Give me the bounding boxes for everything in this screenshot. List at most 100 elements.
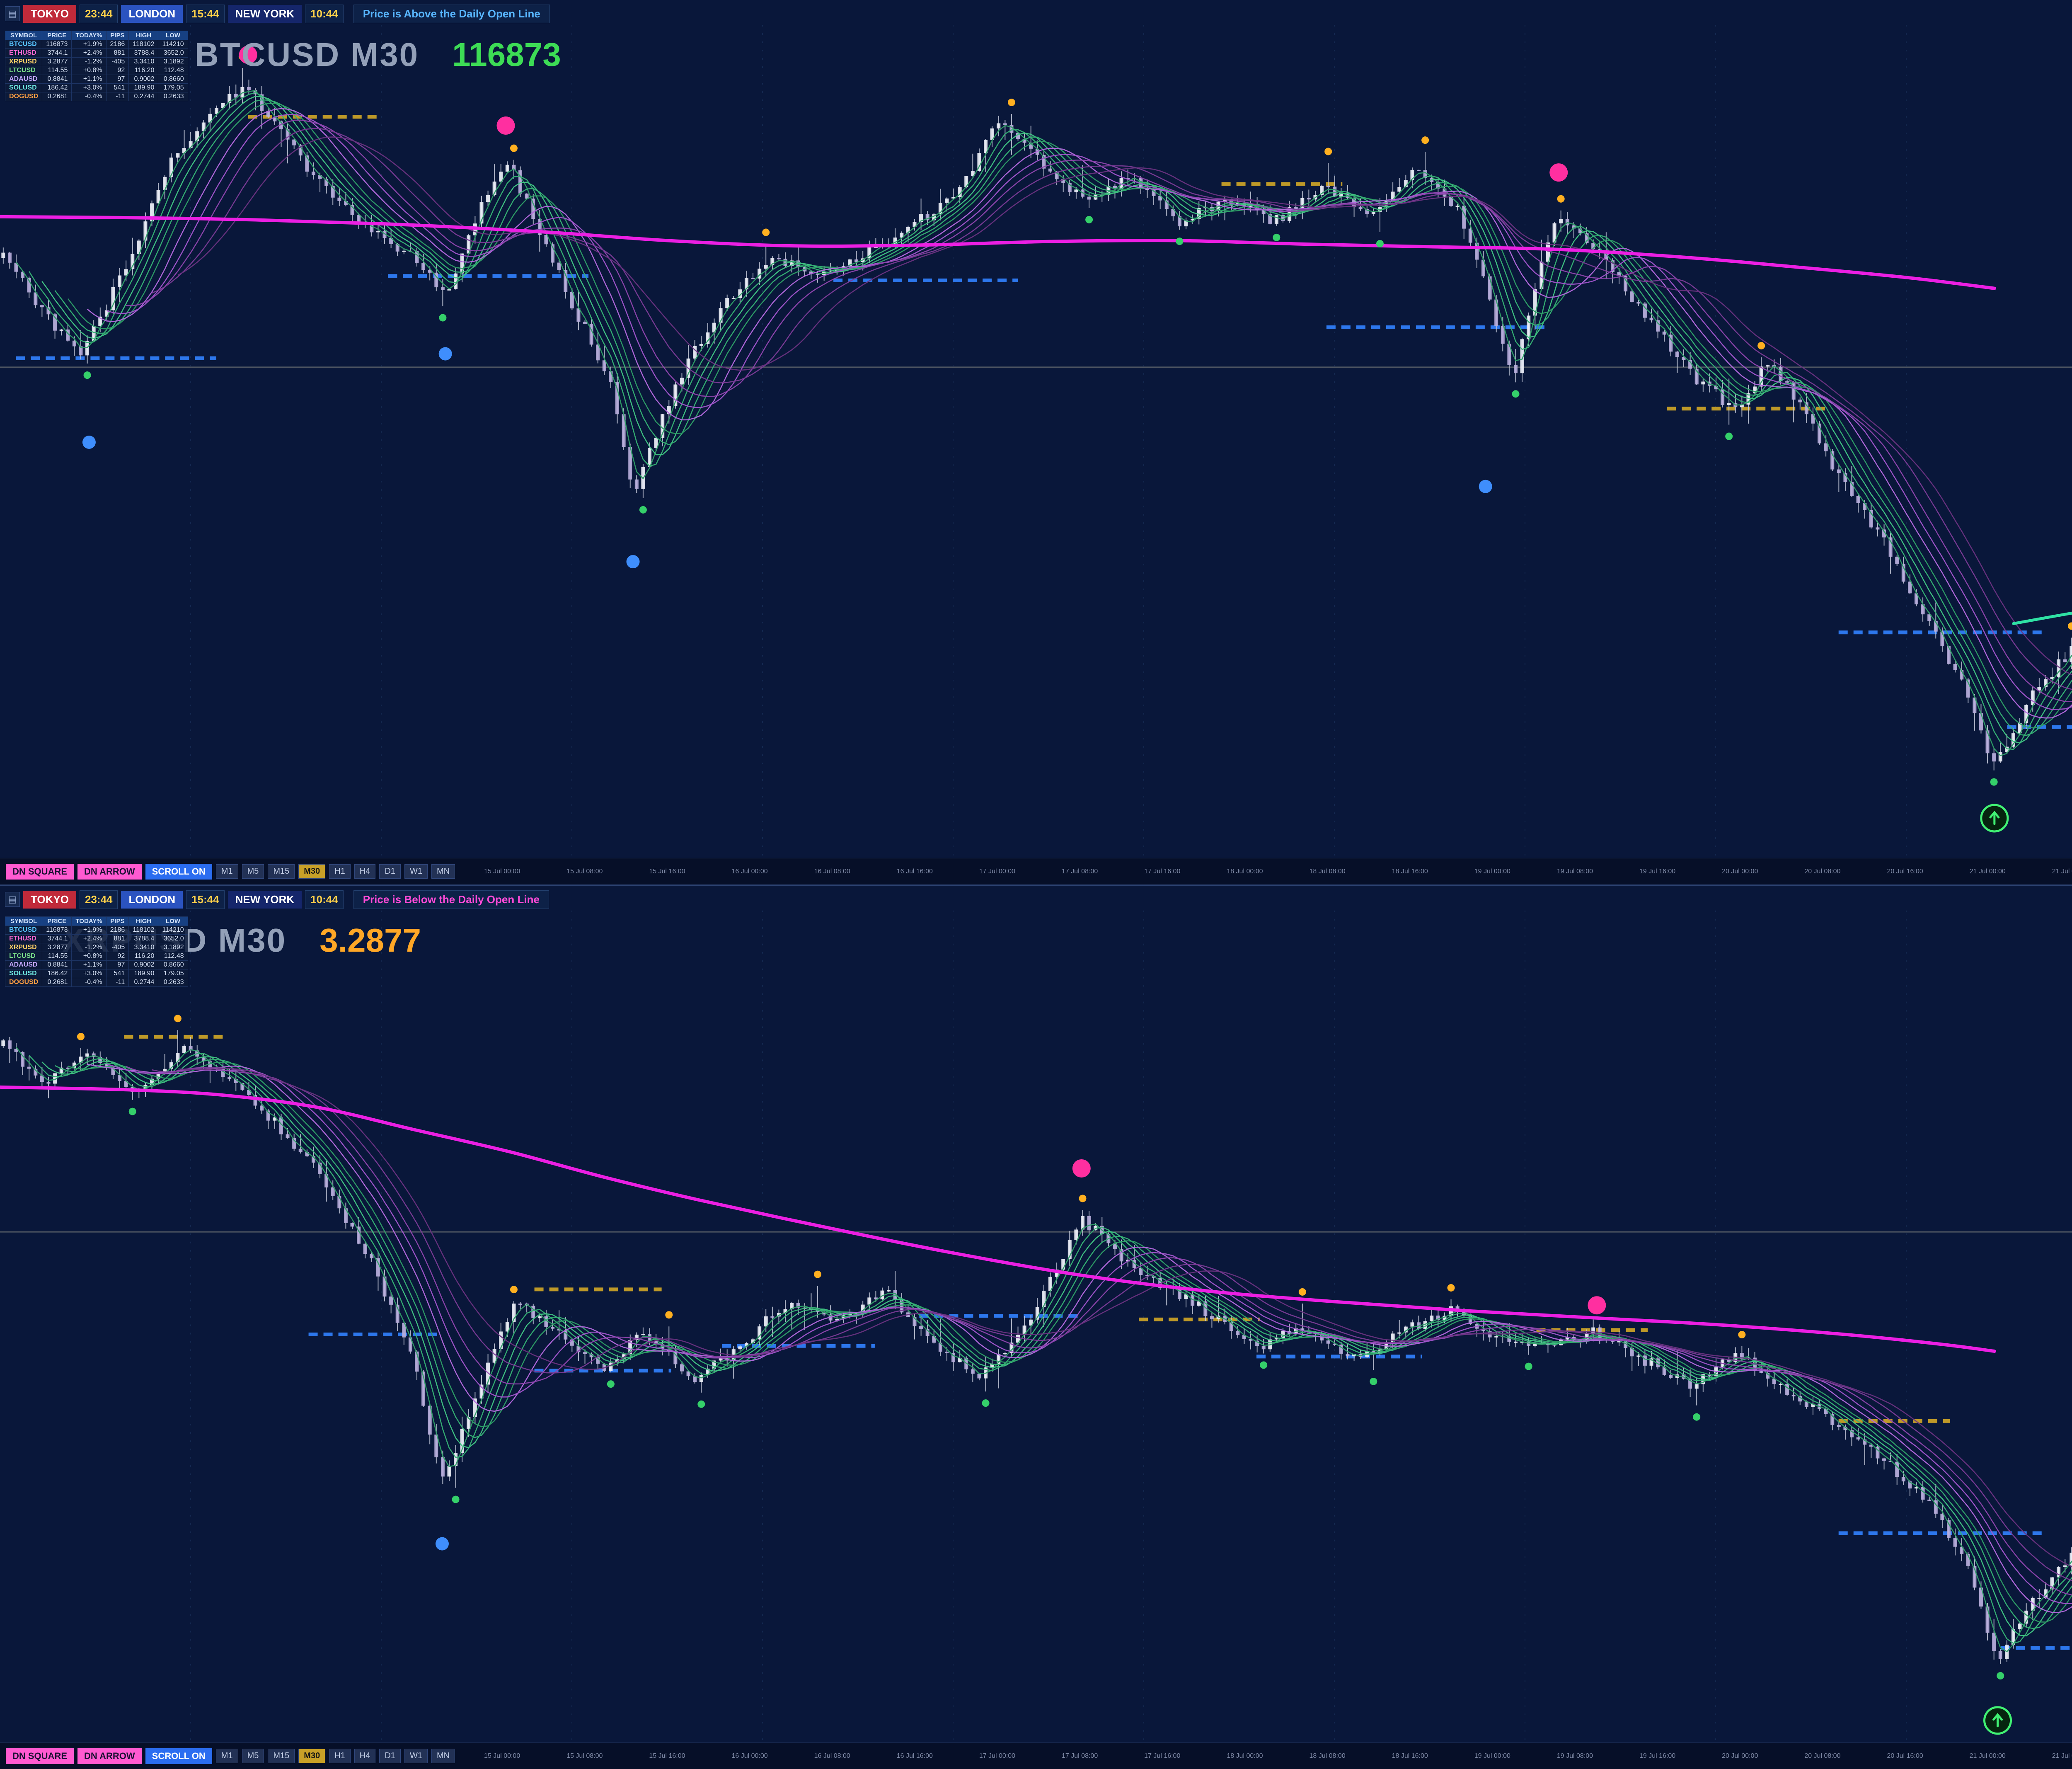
- time-axis-label: 21 Jul 08:00: [2052, 1752, 2072, 1759]
- watch-cell: 116873: [42, 926, 72, 935]
- watch-row: LTCUSD 114.55 +0.8% 92 116.20 112.48: [5, 66, 188, 75]
- time-axis-label: 15 Jul 00:00: [484, 868, 520, 875]
- watch-cell: 3.1892: [158, 943, 188, 952]
- timeframe-m1-button[interactable]: M1: [215, 1749, 238, 1763]
- watch-cell: 3744.1: [42, 48, 72, 58]
- timeframe-h4-button[interactable]: H4: [354, 1749, 376, 1763]
- timeframe-m15-button[interactable]: M15: [268, 1749, 295, 1763]
- watch-cell: 118102: [128, 40, 159, 49]
- price-chart[interactable]: 100%76.4%61.8%50.0%38.2%23.6%0.0%-23.6%-…: [0, 886, 2072, 1769]
- session-time: 23:44: [79, 890, 118, 909]
- timeframe-m30-button[interactable]: M30: [298, 864, 326, 879]
- time-axis-label: 20 Jul 00:00: [1722, 868, 1758, 875]
- watch-cell: 92: [106, 952, 129, 961]
- dn-arrow-button[interactable]: DN ARROW: [77, 863, 142, 880]
- watch-cell: 97: [106, 960, 129, 969]
- watch-row: XRPUSD 3.2877 -1.2% -405 3.3410 3.1892: [5, 943, 188, 952]
- watch-col-header: LOW: [158, 916, 188, 926]
- watch-cell: DOGUSD: [5, 978, 43, 987]
- price-chart[interactable]: 100%76.4%61.8%50.0%38.2%23.6%0.0%-23.6%-…: [0, 0, 2072, 884]
- watch-cell: 3744.1: [42, 934, 72, 943]
- watch-cell: ADAUSD: [5, 75, 43, 84]
- time-axis-label: 15 Jul 08:00: [566, 1752, 603, 1759]
- chart-price-value: 116873: [452, 36, 561, 73]
- watch-row: ADAUSD 0.8841 +1.1% 97 0.9002 0.8660: [5, 75, 188, 84]
- watch-cell: +1.1%: [71, 960, 107, 969]
- time-axis-label: 18 Jul 08:00: [1309, 1752, 1346, 1759]
- watch-row: ETHUSD 3744.1 +2.4% 881 3788.4 3652.0: [5, 48, 188, 58]
- time-axis-label: 19 Jul 00:00: [1474, 1752, 1510, 1759]
- dn-square-button[interactable]: DN SQUARE: [6, 863, 74, 880]
- watch-cell: 3.1892: [158, 57, 188, 66]
- timeframe-mn-button[interactable]: MN: [431, 1749, 455, 1763]
- timeframe-h1-button[interactable]: H1: [329, 1749, 351, 1763]
- watch-cell: 3.2877: [42, 57, 72, 66]
- watch-cell: 0.8841: [42, 75, 72, 84]
- watch-table: SYMBOL PRICE TODAY% PIPS HIGH LOW BTCUSD 116873…: [5, 31, 188, 101]
- watch-cell: 92: [106, 66, 129, 75]
- timeframe-w1-button[interactable]: W1: [404, 864, 428, 879]
- time-axis-label: 16 Jul 00:00: [731, 1752, 768, 1759]
- watch-cell: -11: [106, 978, 129, 987]
- bottom-toolbar: DN SQUARE DN ARROW SCROLL ON M1 M5 M15 M30 H1 H4…: [0, 1742, 2072, 1769]
- daily-open-note: Price is Above the Daily Open Line: [353, 4, 550, 23]
- watch-cell: LTCUSD: [5, 66, 43, 75]
- chart-menu-icon[interactable]: ▤: [5, 892, 20, 907]
- watch-cell: SOLUSD: [5, 969, 43, 978]
- time-axis-label: 16 Jul 08:00: [814, 868, 850, 875]
- watch-cell: 112.48: [158, 66, 188, 75]
- timeframe-d1-button[interactable]: D1: [379, 1749, 401, 1763]
- timeframe-d1-button[interactable]: D1: [379, 864, 401, 879]
- time-axis-label: 18 Jul 00:00: [1227, 1752, 1263, 1759]
- watch-cell: 3.2877: [42, 943, 72, 952]
- watch-col-header: LOW: [158, 31, 188, 40]
- timeframe-h4-button[interactable]: H4: [354, 864, 376, 879]
- watch-cell: 0.2744: [128, 92, 159, 101]
- timeframe-m15-button[interactable]: M15: [268, 864, 295, 879]
- watch-cell: ETHUSD: [5, 48, 43, 58]
- timeframe-m1-button[interactable]: M1: [215, 864, 238, 879]
- bottom-toolbar: DN SQUARE DN ARROW SCROLL ON M1 M5 M15 M30 H1 H4…: [0, 858, 2072, 884]
- session-time: 10:44: [305, 890, 344, 909]
- watch-cell: -1.2%: [71, 943, 107, 952]
- watch-cell: ETHUSD: [5, 934, 43, 943]
- dn-square-button[interactable]: DN SQUARE: [6, 1748, 74, 1764]
- watch-col-header: PIPS: [106, 916, 129, 926]
- watch-table: SYMBOL PRICE TODAY% PIPS HIGH LOW BTCUSD 116873…: [5, 916, 188, 987]
- watch-cell: -1.2%: [71, 57, 107, 66]
- session-bar: ▤ TOKYO 23:44 LONDON 15:44 NEW YORK 10:44 Price…: [5, 890, 549, 909]
- time-axis-label: 19 Jul 08:00: [1556, 1752, 1593, 1759]
- time-axis-label: 21 Jul 00:00: [1969, 1752, 2006, 1759]
- timeframe-m5-button[interactable]: M5: [242, 864, 264, 879]
- watch-col-header: HIGH: [128, 31, 159, 40]
- watch-cell: 881: [106, 48, 129, 58]
- time-axis-label: 15 Jul 08:00: [566, 868, 603, 875]
- watch-cell: -405: [106, 943, 129, 952]
- watch-cell: +2.4%: [71, 934, 107, 943]
- dn-arrow-button[interactable]: DN ARROW: [77, 1748, 142, 1764]
- watch-row: DOGUSD 0.2681 -0.4% -11 0.2744 0.2633: [5, 92, 188, 101]
- chart-controls: DN SQUARE DN ARROW SCROLL ON M1 M5 M15 M30 H1 H4…: [6, 1748, 455, 1764]
- timeframe-m5-button[interactable]: M5: [242, 1749, 264, 1763]
- scroll-on-button[interactable]: SCROLL ON: [145, 1748, 212, 1764]
- timeframe-mn-button[interactable]: MN: [431, 864, 455, 879]
- watch-col-header: PIPS: [106, 31, 129, 40]
- time-axis-label: 15 Jul 00:00: [484, 1752, 520, 1759]
- watch-row: BTCUSD 116873 +1.9% 2186 118102 114210: [5, 926, 188, 935]
- chart-menu-icon[interactable]: ▤: [5, 6, 20, 21]
- watch-cell: 3.3410: [128, 57, 159, 66]
- session-time: 10:44: [305, 4, 344, 23]
- timeframe-w1-button[interactable]: W1: [404, 1749, 428, 1763]
- timeframe-m30-button[interactable]: M30: [298, 1749, 326, 1763]
- session-label: TOKYO: [23, 5, 76, 23]
- scroll-on-button[interactable]: SCROLL ON: [145, 863, 212, 880]
- watch-cell: 116.20: [128, 66, 159, 75]
- session-label: TOKYO: [23, 890, 76, 909]
- timeframe-h1-button[interactable]: H1: [329, 864, 351, 879]
- watch-col-header: HIGH: [128, 916, 159, 926]
- watch-cell: 881: [106, 934, 129, 943]
- watch-row: BTCUSD 116873 +1.9% 2186 118102 114210: [5, 40, 188, 49]
- watch-cell: 2186: [106, 40, 129, 49]
- watch-cell: 97: [106, 75, 129, 84]
